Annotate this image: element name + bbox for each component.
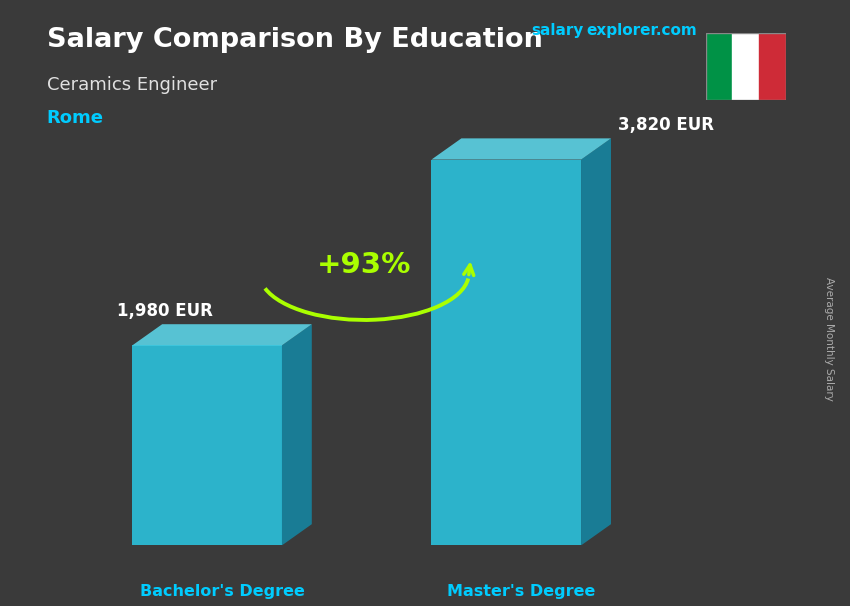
Text: Bachelor's Degree: Bachelor's Degree: [139, 584, 304, 599]
Text: Average Monthly Salary: Average Monthly Salary: [824, 278, 834, 401]
Text: Salary Comparison By Education: Salary Comparison By Education: [47, 27, 542, 53]
Text: salary: salary: [531, 23, 584, 38]
Text: 1,980 EUR: 1,980 EUR: [117, 302, 213, 320]
Text: Ceramics Engineer: Ceramics Engineer: [47, 76, 217, 94]
Polygon shape: [581, 138, 611, 545]
Bar: [733, 33, 759, 100]
Text: 3,820 EUR: 3,820 EUR: [619, 116, 715, 134]
Text: Rome: Rome: [47, 109, 104, 127]
Polygon shape: [133, 324, 312, 345]
Bar: [759, 33, 786, 100]
Text: +93%: +93%: [317, 251, 411, 279]
Polygon shape: [282, 324, 312, 545]
Text: explorer.com: explorer.com: [586, 23, 697, 38]
Bar: [706, 33, 733, 100]
Text: Master's Degree: Master's Degree: [447, 584, 595, 599]
Polygon shape: [432, 138, 611, 159]
Polygon shape: [432, 159, 581, 545]
Polygon shape: [133, 345, 282, 545]
